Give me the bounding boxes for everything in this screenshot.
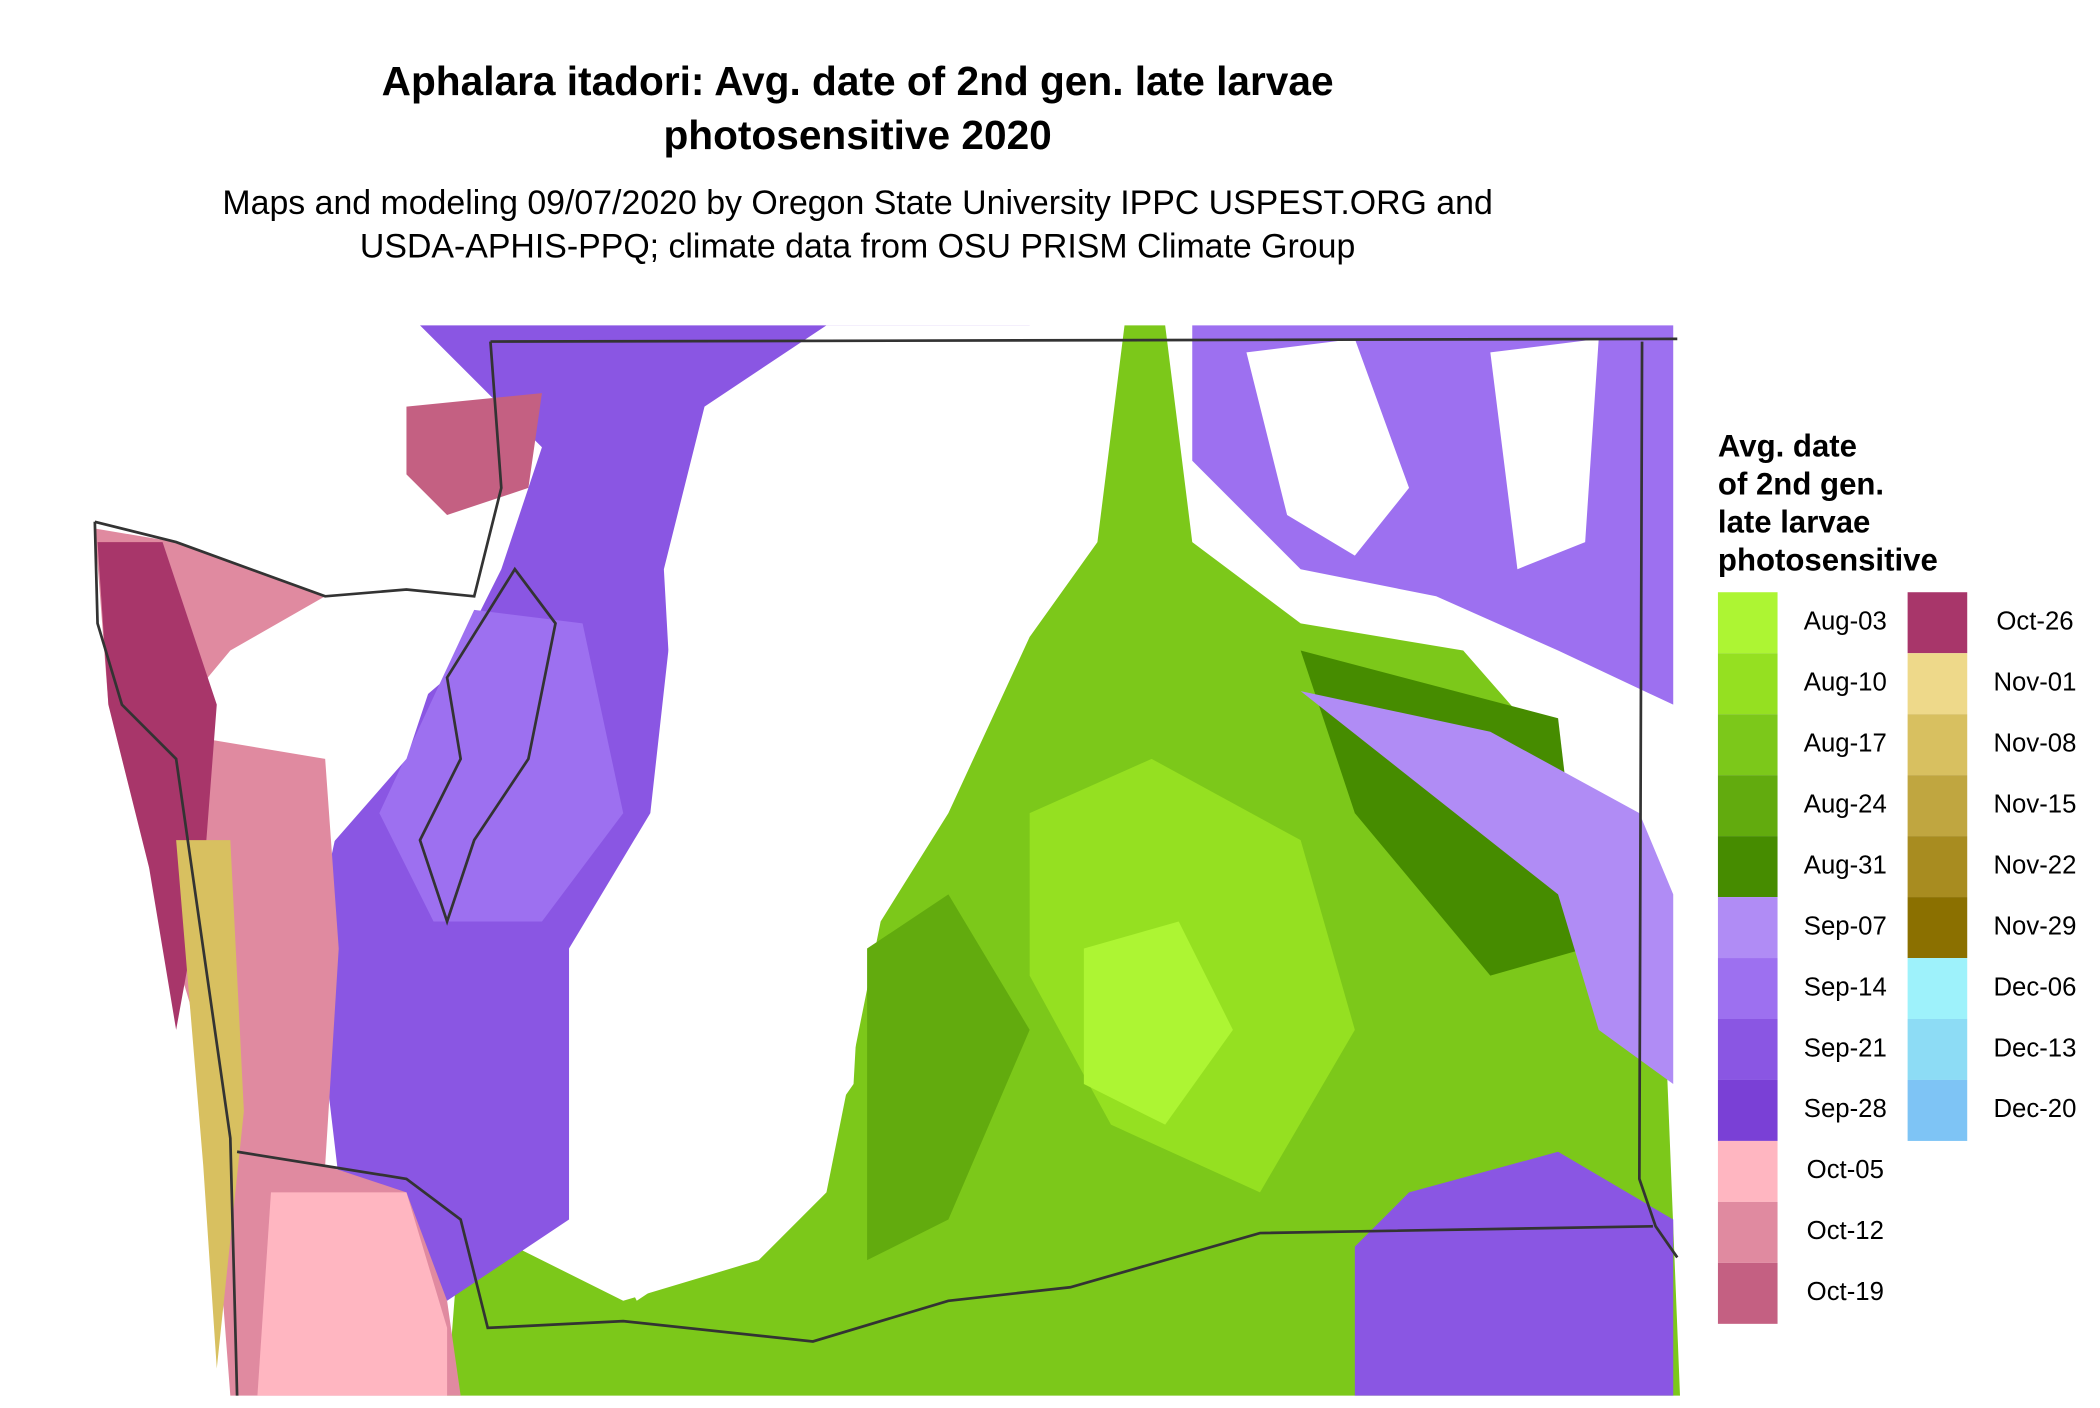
zone <box>257 1192 448 1396</box>
legend-label: Nov-29 <box>1993 912 2076 940</box>
legend-label: Nov-01 <box>1993 668 2076 696</box>
legend-swatch <box>1717 836 1778 898</box>
legend-label: Dec-20 <box>1993 1095 2076 1123</box>
legend-swatch <box>1907 775 1968 837</box>
legend-swatch <box>1907 958 1968 1019</box>
legend-swatch <box>1717 1262 1778 1324</box>
legend-swatch <box>1717 958 1778 1019</box>
zone <box>1300 691 1674 1085</box>
legend-title: Avg. date <box>1718 429 1857 464</box>
title: photosensitive 2020 <box>663 112 1051 158</box>
legend-label: Oct-26 <box>1996 608 2073 636</box>
legend-label: Nov-08 <box>1993 729 2076 757</box>
shoreline <box>418 566 557 926</box>
legend-label: Aug-31 <box>1804 851 1887 879</box>
zone <box>582 325 1084 1301</box>
legend-swatch <box>1907 714 1968 776</box>
legend-title: of 2nd gen. <box>1718 467 1884 502</box>
zone <box>406 393 542 515</box>
subtitle: USDA-APHIS-PPQ; climate data from OSU PR… <box>360 228 1355 266</box>
legend-label: Sep-21 <box>1804 1034 1887 1062</box>
zone <box>1246 338 1599 570</box>
legend-label: Dec-06 <box>1993 973 2076 1001</box>
legend-label: Aug-03 <box>1804 608 1887 636</box>
legend-label: Sep-07 <box>1804 912 1887 940</box>
legend-swatch <box>1907 653 1968 715</box>
legend-swatch <box>1907 836 1968 898</box>
legend-title: late larvae <box>1718 505 1870 540</box>
zone <box>379 609 624 922</box>
legend-label: Sep-28 <box>1804 1095 1887 1123</box>
legend-swatch <box>1717 714 1778 776</box>
zone <box>867 894 1030 1261</box>
map <box>93 325 1680 1396</box>
zone <box>1354 1151 1674 1396</box>
legend-label: Sep-14 <box>1804 973 1887 1001</box>
legend-label: Aug-17 <box>1804 729 1887 757</box>
legend-swatch <box>1907 1079 1968 1141</box>
legend-swatch <box>1907 592 1968 654</box>
legend-swatch <box>1717 1079 1778 1141</box>
legend-label: Dec-13 <box>1993 1034 2076 1062</box>
legend-swatch <box>1717 592 1778 654</box>
legend-swatch <box>1717 1140 1778 1202</box>
legend-swatch <box>1717 775 1778 837</box>
legend-label: Aug-24 <box>1804 790 1887 818</box>
legend-label: Nov-22 <box>1993 851 2076 879</box>
legend-swatch <box>1907 897 1968 959</box>
legend-label: Oct-05 <box>1807 1156 1884 1184</box>
zone <box>176 840 244 1369</box>
legend-label: Oct-12 <box>1807 1217 1884 1245</box>
legend-swatch <box>1907 1019 1968 1080</box>
subtitle: Maps and modeling 09/07/2020 by Oregon S… <box>222 184 1492 222</box>
legend-swatch <box>1717 897 1778 959</box>
zone <box>1083 921 1233 1125</box>
legend-label: Aug-10 <box>1804 668 1887 696</box>
legend-label: Oct-19 <box>1807 1278 1884 1306</box>
zone <box>311 325 1030 1301</box>
legend-title: photosensitive <box>1718 543 1938 578</box>
legend-swatch <box>1717 653 1778 715</box>
legend-swatch <box>1717 1019 1778 1080</box>
legend-label: Nov-15 <box>1993 790 2076 818</box>
state-border <box>93 337 1679 1396</box>
legend-swatch <box>1717 1201 1778 1263</box>
title: Aphalara itadori: Avg. date of 2nd gen. … <box>382 58 1334 104</box>
